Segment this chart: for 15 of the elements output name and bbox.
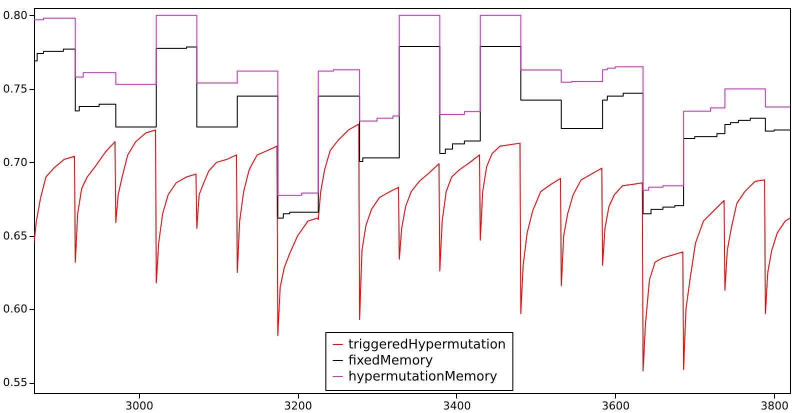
- legend-label: fixedMemory: [348, 353, 434, 368]
- x-tick-label: 3400: [442, 400, 471, 412]
- y-tick-label: 0.60: [3, 302, 28, 316]
- x-tick-label: 3800: [760, 400, 789, 412]
- x-tick-label: 3600: [602, 400, 630, 412]
- line-series: [34, 124, 790, 372]
- y-tick-label: 0.65: [3, 229, 28, 242]
- x-tick-label: 3200: [284, 400, 312, 412]
- x-tick-label: 3000: [125, 400, 154, 412]
- y-tick-label: 0.55: [3, 376, 28, 390]
- y-tick-label: 0.75: [3, 82, 28, 96]
- legend-label: hypermutationMemory: [348, 369, 498, 384]
- y-tick-label: 0.70: [3, 156, 28, 169]
- y-tick-label: 0.80: [3, 8, 28, 22]
- legend-label: triggeredHypermutation: [348, 337, 506, 352]
